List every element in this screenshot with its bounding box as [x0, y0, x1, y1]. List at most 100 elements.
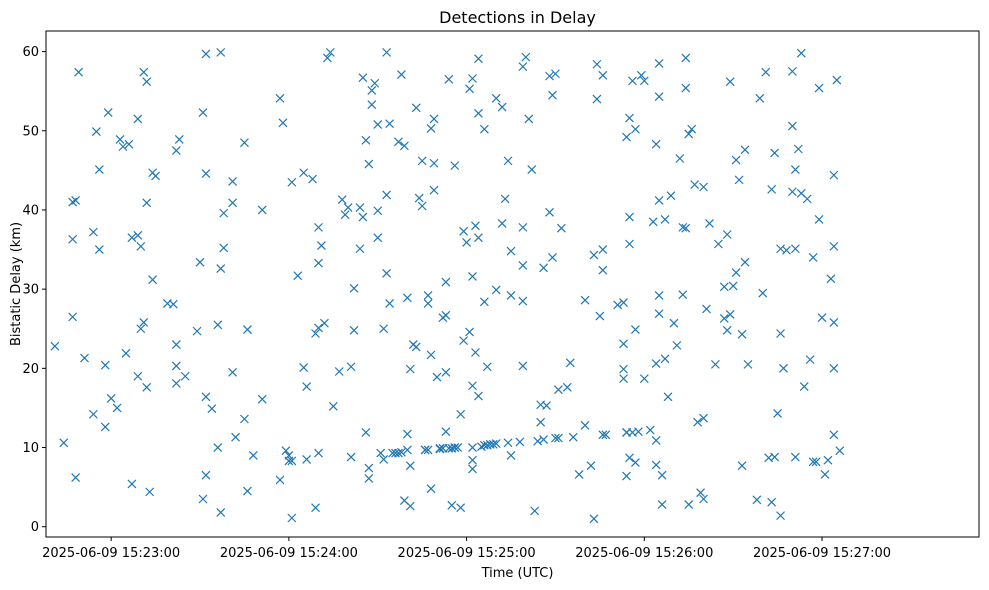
data-point	[551, 433, 560, 443]
data-point	[580, 420, 590, 430]
data-point	[201, 169, 211, 178]
data-point	[219, 243, 229, 253]
data-point	[142, 77, 152, 87]
data-point	[752, 495, 762, 505]
data-point	[651, 359, 661, 369]
data-point	[367, 100, 377, 110]
data-point	[503, 156, 513, 166]
data-point	[314, 258, 323, 268]
data-point	[411, 103, 421, 113]
data-point	[639, 374, 649, 384]
data-point	[228, 198, 238, 208]
data-point	[299, 363, 309, 372]
data-point	[465, 84, 474, 94]
data-point	[725, 77, 735, 87]
data-point	[518, 296, 528, 306]
data-point	[758, 288, 768, 298]
data-point	[364, 159, 374, 169]
data-point	[441, 310, 451, 320]
data-point	[625, 239, 634, 249]
data-point	[829, 170, 839, 180]
data-point	[829, 317, 839, 327]
data-point	[355, 203, 365, 213]
data-point	[94, 165, 104, 175]
data-point	[651, 139, 661, 149]
data-point	[429, 185, 439, 195]
plot-frame	[45, 30, 980, 538]
data-point	[50, 341, 60, 351]
data-point	[337, 195, 347, 205]
data-point	[216, 508, 226, 517]
data-point	[598, 430, 608, 440]
data-point	[675, 154, 685, 163]
data-point	[349, 325, 359, 335]
data-point	[808, 457, 818, 467]
data-point	[444, 74, 454, 84]
data-point	[358, 212, 368, 222]
chart-title: Detections in Delay	[439, 8, 596, 27]
data-point	[382, 47, 392, 57]
data-point	[133, 371, 143, 381]
data-point	[468, 381, 477, 391]
data-point	[94, 245, 104, 254]
data-point	[397, 70, 406, 79]
data-point	[308, 174, 317, 184]
y-tick-label: 50	[22, 124, 39, 139]
data-point	[207, 404, 217, 414]
data-point	[171, 378, 181, 388]
data-point	[322, 53, 332, 63]
data-point	[684, 129, 694, 139]
data-point	[373, 233, 383, 243]
data-point	[598, 265, 608, 275]
data-point	[793, 144, 803, 154]
data-point	[681, 53, 691, 63]
data-point	[506, 246, 516, 256]
data-point	[678, 222, 688, 232]
data-point	[820, 470, 830, 479]
data-point	[287, 456, 297, 466]
data-point	[287, 177, 297, 187]
x-tick-label: 2025-06-09 15:25:00	[398, 546, 536, 561]
data-point	[432, 372, 442, 382]
data-point	[88, 227, 98, 237]
data-point	[201, 49, 211, 59]
y-tick-label: 40	[22, 203, 39, 218]
data-point	[468, 74, 477, 83]
data-point	[657, 500, 667, 509]
data-point	[382, 268, 392, 278]
data-point	[497, 218, 507, 228]
data-point	[790, 244, 800, 254]
data-point	[127, 479, 137, 489]
data-point	[719, 282, 729, 292]
data-point	[456, 503, 466, 513]
data-point	[722, 325, 732, 335]
data-point	[518, 361, 528, 371]
data-point	[773, 409, 783, 418]
data-point	[814, 215, 824, 224]
data-point	[533, 436, 543, 446]
data-point	[787, 66, 797, 76]
x-tick-label: 2025-06-09 15:24:00	[220, 546, 358, 561]
data-point	[242, 325, 252, 334]
data-point	[702, 304, 711, 314]
data-point	[293, 271, 303, 281]
y-tick-label: 30	[22, 283, 39, 298]
data-point	[201, 470, 211, 480]
data-point	[491, 439, 501, 448]
x-tick-label: 2025-06-09 15:23:00	[42, 546, 180, 561]
data-point	[319, 318, 329, 328]
data-point	[145, 487, 155, 497]
data-point	[613, 300, 623, 310]
data-point	[524, 114, 534, 124]
data-point	[429, 158, 439, 168]
data-point	[80, 353, 89, 363]
data-point	[681, 223, 691, 233]
data-point	[654, 309, 664, 319]
data-point	[405, 501, 415, 511]
data-point	[755, 93, 765, 103]
data-point	[91, 127, 101, 136]
data-point	[595, 311, 605, 321]
data-point	[281, 446, 291, 456]
data-point	[737, 461, 747, 471]
data-point	[59, 438, 69, 448]
